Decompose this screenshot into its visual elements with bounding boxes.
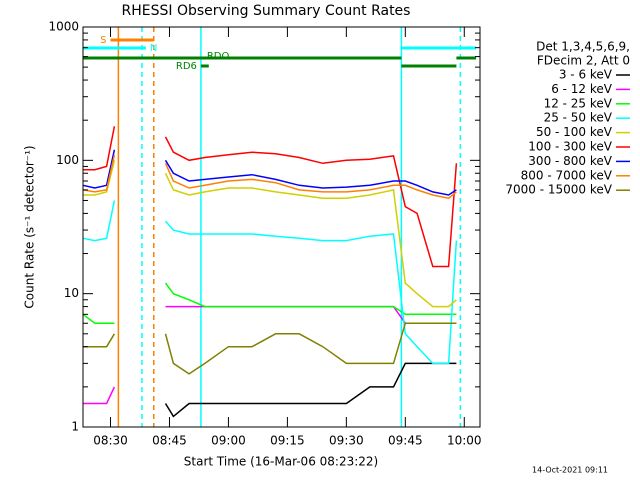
- flag-label: S: [100, 35, 106, 46]
- y-tick-label: 1: [71, 420, 79, 434]
- series-line: [83, 160, 457, 308]
- x-tick-label: 10:00: [447, 434, 482, 448]
- x-tick-label: 08:45: [152, 434, 187, 448]
- y-tick-label: 1000: [48, 20, 79, 34]
- flag-label: N: [150, 43, 157, 54]
- series-line: [82, 154, 457, 200]
- series-line: [82, 282, 457, 324]
- series-line: [82, 200, 458, 365]
- y-axis-label: Count Rate (s⁻¹ detector⁻¹): [23, 145, 37, 308]
- x-tick-label: 08:30: [93, 434, 128, 448]
- legend-label: 6 - 12 keV: [551, 82, 613, 96]
- legend-label: 50 - 100 keV: [536, 125, 613, 139]
- x-axis-label: Start Time (16-Mar-06 08:23:22): [184, 455, 378, 469]
- legend-title: FDecim 2, Att 0: [537, 54, 630, 68]
- legend-label: 25 - 50 keV: [544, 111, 613, 125]
- y-tick-label: 100: [56, 153, 79, 167]
- flag-label: RD6: [176, 61, 197, 72]
- footer: 14-Oct-2021 09:11: [532, 466, 608, 475]
- legend-label: 3 - 6 keV: [559, 68, 613, 82]
- y-tick-label: 10: [64, 286, 79, 300]
- flag-label: RDO: [207, 51, 230, 62]
- x-tick-label: 09:30: [329, 434, 364, 448]
- series-line: [82, 149, 457, 196]
- series-line: [83, 322, 457, 375]
- legend-label: 12 - 25 keV: [544, 96, 613, 110]
- legend-title: Det 1,3,4,5,6,9,: [536, 40, 630, 54]
- series-line: [164, 362, 457, 418]
- x-tick-label: 09:00: [211, 434, 246, 448]
- legend-label: 100 - 300 keV: [528, 140, 612, 154]
- chart-title: RHESSI Observing Summary Count Rates: [122, 3, 411, 19]
- legend-label: 7000 - 15000 keV: [505, 183, 612, 197]
- series-line: [83, 126, 458, 268]
- x-tick-label: 09:15: [270, 434, 305, 448]
- legend-label: 800 - 7000 keV: [521, 168, 613, 182]
- plot-frame: [82, 26, 481, 428]
- legend-label: 300 - 800 keV: [528, 154, 612, 168]
- x-tick-label: 09:45: [388, 434, 423, 448]
